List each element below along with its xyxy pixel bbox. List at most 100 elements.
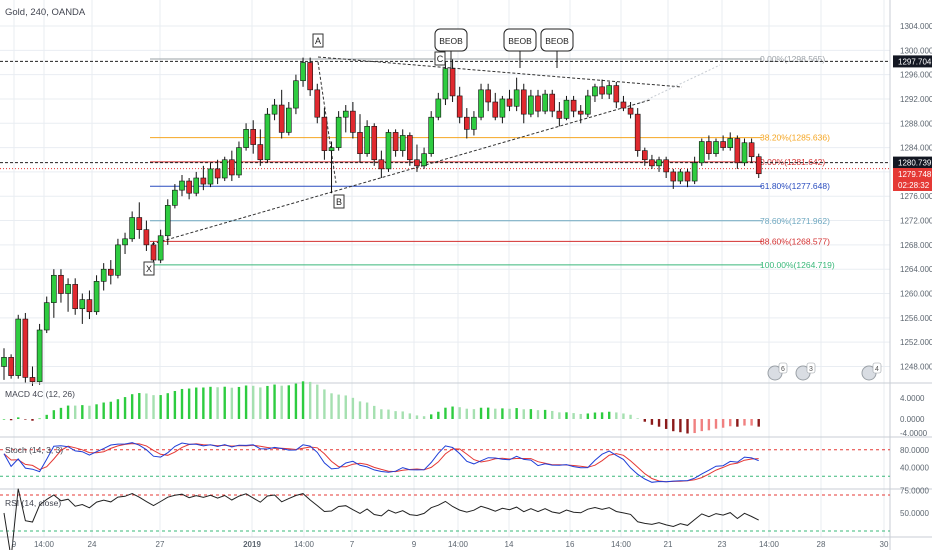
time-tick-label: 14:00 [759, 540, 780, 549]
candle-body [179, 180, 185, 191]
time-tick-label: 14:00 [448, 540, 469, 549]
macd-bar [244, 385, 248, 419]
candle-body [620, 101, 627, 109]
time-tick-label: 23 [718, 540, 727, 549]
candle-body [229, 159, 235, 176]
fib-level-label: 0.00%(1298.565) [760, 54, 825, 64]
time-tick-label: 16 [566, 540, 575, 549]
macd-tick-label: 0.0000 [900, 415, 925, 424]
macd-label: MACD 4C (12, 26) [5, 389, 75, 399]
macd-bar [672, 419, 675, 432]
macd-bar [600, 412, 604, 419]
macd-bar [508, 408, 511, 419]
macd-bar [180, 388, 184, 419]
candle-body [122, 238, 128, 246]
macd-bar [159, 395, 162, 419]
candle-body [542, 93, 548, 112]
price-tick-label: 1300.000 [900, 46, 932, 55]
candle-body [748, 142, 755, 158]
price-tick-label: 1288.000 [900, 119, 932, 128]
candle-body [51, 274, 57, 303]
candle-body [755, 156, 762, 175]
time-tick-label: 28 [817, 540, 826, 549]
rsi-label: RSI (14, close) [5, 498, 61, 508]
candle-body [93, 281, 100, 313]
price-tick-label: 1260.000 [900, 290, 932, 299]
candle-body [271, 104, 278, 115]
trend-line-support [151, 99, 651, 245]
candle-body [549, 93, 556, 112]
macd-bar [102, 402, 105, 419]
candle-body [335, 116, 342, 148]
time-tick-label: 7 [350, 540, 355, 549]
macd-bar [273, 384, 276, 419]
candle-body [641, 150, 648, 161]
macd-bar [736, 419, 739, 427]
macd-bar [558, 412, 561, 419]
candle-body [684, 171, 691, 182]
macd-bar [686, 419, 689, 434]
candle-body [520, 89, 527, 115]
candle-body [528, 95, 534, 115]
macd-bar [365, 402, 369, 419]
candle-body [513, 89, 520, 107]
macd-bar [323, 389, 326, 419]
macd-bar [230, 387, 234, 419]
candle-body [100, 268, 107, 282]
macd-bar [145, 393, 148, 419]
price-tick-label: 1256.000 [900, 314, 932, 323]
candle-body [108, 268, 114, 276]
macd-bar [2, 419, 6, 420]
fib-level-label: 88.60%(1268.577) [760, 236, 830, 246]
candle-body [314, 89, 321, 118]
fib-level-label: 38.20%(1285.636) [760, 133, 830, 143]
macd-bar [31, 419, 34, 421]
macd-bar [216, 387, 219, 419]
candle-body [449, 68, 456, 97]
macd-bar [622, 413, 625, 419]
time-tick-label: 14:00 [611, 540, 632, 549]
candle-body [243, 129, 249, 148]
macd-bar [373, 405, 376, 419]
macd-bar [579, 413, 582, 419]
candle-body [307, 62, 313, 91]
fib-level-label: 100.00%(1264.719) [760, 260, 835, 270]
candle-body [321, 116, 328, 151]
trend-line-resistance [317, 56, 683, 88]
candle-body [613, 85, 620, 103]
macd-bar [394, 411, 397, 419]
fib-level-label: 61.80%(1277.648) [760, 181, 830, 191]
macd-bar [458, 407, 461, 419]
time-tick-label: 14 [505, 540, 514, 549]
macd-bar [280, 385, 283, 419]
candle-body [456, 95, 463, 118]
candle-body [293, 80, 299, 109]
stoch-tick-label: 80.0000 [900, 446, 929, 455]
event-count: 4 [875, 366, 879, 373]
rsi-line [3, 488, 759, 550]
time-tick-label: 14:00 [34, 540, 55, 549]
price-tick-label: 1264.000 [900, 265, 932, 274]
candle-body [8, 357, 14, 376]
candle-body [328, 147, 335, 151]
macd-bar [401, 411, 404, 419]
rsi-tick-label: 50.0000 [900, 509, 929, 518]
macd-bar [750, 419, 753, 426]
macd-bar [657, 419, 661, 427]
macd-bar [522, 409, 525, 419]
candle-body [414, 159, 420, 167]
macd-bar [202, 387, 205, 419]
candle-body [236, 147, 242, 176]
candle-body [43, 302, 50, 331]
candle-body [649, 159, 655, 167]
candle-body [257, 144, 264, 161]
callout-label: BEOB [545, 36, 569, 46]
candle-body [663, 159, 669, 173]
candle-body [399, 135, 406, 151]
macd-bar [586, 413, 590, 419]
macd-tick-label: 4.0000 [900, 394, 925, 403]
event-count-box [872, 362, 882, 374]
candle-body [29, 377, 36, 382]
rsi-tick-label: 75.0000 [900, 487, 929, 496]
